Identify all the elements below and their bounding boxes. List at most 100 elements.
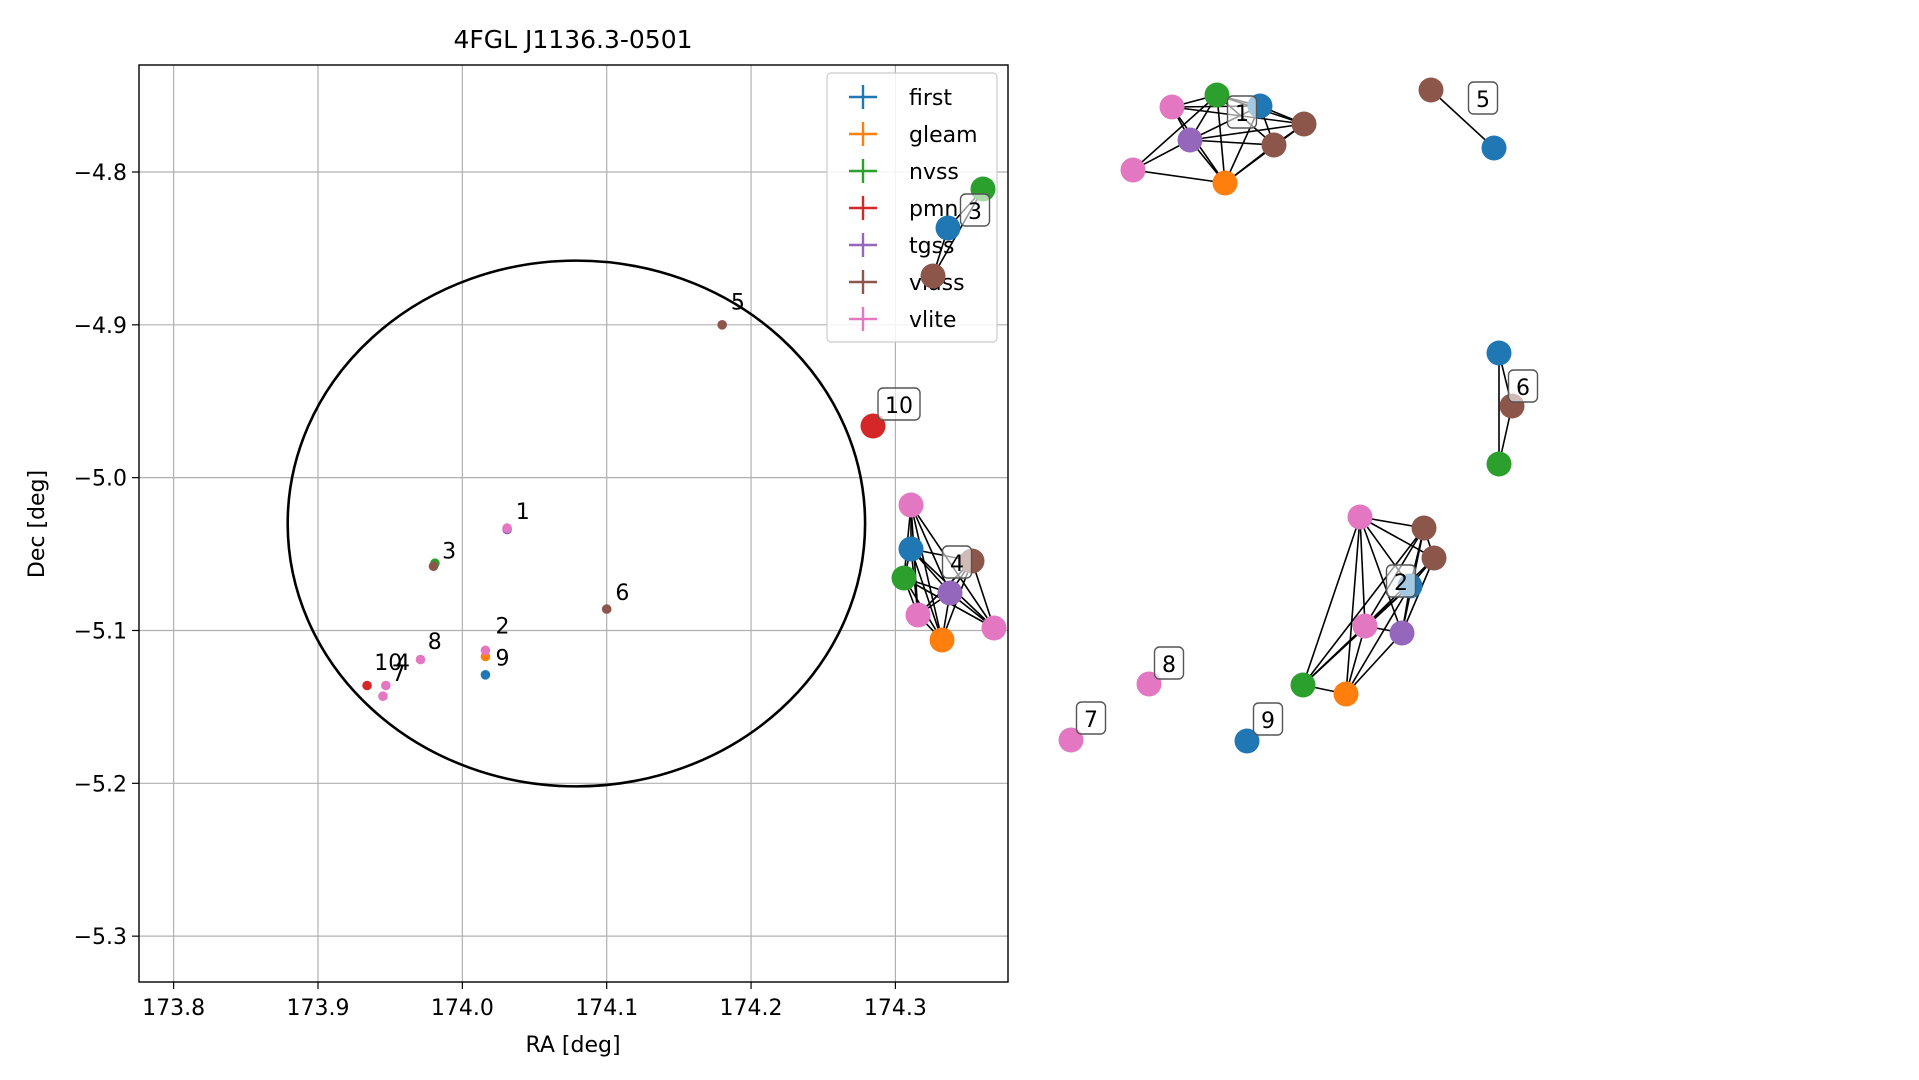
network-edge bbox=[1345, 632, 1403, 695]
point-annotation: 6 bbox=[615, 581, 629, 606]
network-node-vlite bbox=[1347, 504, 1373, 530]
ellipse-layer bbox=[286, 259, 867, 788]
network-node-vlite bbox=[981, 615, 1007, 641]
network-node-tgss bbox=[1177, 127, 1203, 153]
group-label: 1 bbox=[1235, 102, 1249, 127]
network-node-vlite bbox=[1159, 94, 1185, 120]
network-node-first bbox=[935, 215, 961, 241]
y-tick-label: −5.3 bbox=[74, 925, 127, 950]
legend-entry-gleam: gleam bbox=[909, 123, 978, 148]
localization-ellipse bbox=[286, 259, 867, 788]
network-node-first bbox=[1481, 135, 1507, 161]
network-node-vlass bbox=[1421, 545, 1447, 571]
data-point-pmn bbox=[362, 680, 372, 691]
x-tick-label: 173.8 bbox=[142, 996, 205, 1021]
network-edge bbox=[1132, 94, 1218, 171]
points-layer bbox=[362, 320, 727, 702]
network-edge bbox=[910, 504, 943, 641]
group-label: 2 bbox=[1394, 571, 1408, 596]
network-node-nvss bbox=[1486, 451, 1512, 477]
point-annotation: 9 bbox=[496, 647, 510, 672]
network-node-vlite bbox=[898, 492, 924, 518]
network-node-vlite bbox=[1352, 613, 1378, 639]
network-node-vlite bbox=[905, 602, 931, 628]
network-edge bbox=[1359, 516, 1403, 634]
network-edge bbox=[1359, 516, 1435, 559]
x-axis-label: RA [deg] bbox=[525, 1033, 620, 1058]
y-tick-label: −4.8 bbox=[74, 161, 127, 186]
group-label: 9 bbox=[1261, 709, 1275, 734]
network-node-vlass bbox=[1418, 77, 1444, 103]
legend-box bbox=[826, 72, 998, 343]
network-node-tgss bbox=[937, 580, 963, 606]
group-label-box bbox=[1385, 564, 1417, 598]
network-edge bbox=[1345, 516, 1361, 695]
network-edge bbox=[1302, 625, 1366, 686]
network-node-first bbox=[898, 536, 924, 562]
x-tick-label: 174.3 bbox=[864, 996, 927, 1021]
chart-title: 4FGL J1136.3-0501 bbox=[453, 25, 692, 54]
y-axis-label: Dec [deg] bbox=[25, 470, 50, 578]
group-label-box bbox=[1252, 702, 1284, 736]
point-annotation: 10 bbox=[374, 651, 402, 676]
network-edge bbox=[1345, 585, 1411, 695]
data-point-vlite bbox=[480, 645, 491, 656]
point-annotation: 2 bbox=[496, 615, 510, 640]
y-ticks: −4.8 −4.9 −5.0 −5.1 −5.2 −5.3 bbox=[74, 161, 139, 950]
x-tick-label: 174.1 bbox=[575, 996, 638, 1021]
data-point-vlite bbox=[378, 691, 388, 702]
network-node-vlass bbox=[1411, 515, 1437, 541]
network-node-nvss bbox=[891, 565, 917, 591]
network-edge bbox=[1189, 123, 1305, 141]
group-label: 5 bbox=[1476, 88, 1490, 113]
y-tick-label: −5.1 bbox=[74, 619, 127, 644]
y-tick-label: −5.0 bbox=[74, 467, 127, 492]
group-label-box bbox=[959, 193, 991, 227]
group-labels: 1 5 3 6 10 4 2 8 7 9 bbox=[877, 81, 1539, 736]
data-point-vlite bbox=[415, 654, 426, 665]
network-node-gleam bbox=[929, 627, 955, 653]
group-label: 6 bbox=[1516, 376, 1530, 401]
group-label: 7 bbox=[1084, 708, 1098, 733]
network-edge bbox=[910, 548, 943, 641]
network-node-first bbox=[1234, 728, 1260, 754]
legend-entry-first: first bbox=[909, 86, 952, 111]
network-edge bbox=[1430, 89, 1495, 149]
x-tick-label: 174.2 bbox=[720, 996, 783, 1021]
network-edge bbox=[1302, 516, 1361, 686]
network-edge bbox=[1132, 169, 1226, 184]
group-label-box bbox=[1467, 81, 1499, 115]
x-ticks: 173.8 173.9 174.0 174.1 174.2 174.3 bbox=[142, 982, 927, 1021]
point-annotation: 5 bbox=[731, 291, 745, 316]
point-annotation: 7 bbox=[392, 662, 406, 687]
network-edge bbox=[1216, 94, 1226, 184]
x-tick-label: 174.0 bbox=[431, 996, 494, 1021]
network-graph: 1 5 3 6 10 4 2 8 7 9 bbox=[860, 77, 1539, 754]
data-point-first bbox=[480, 670, 491, 680]
network-node-nvss bbox=[1290, 672, 1316, 698]
point-annotation: 3 bbox=[442, 540, 456, 565]
network-edge bbox=[1302, 527, 1425, 686]
point-annotation: 8 bbox=[428, 630, 442, 655]
network-node-gleam bbox=[1212, 170, 1238, 196]
annotations: 1 2 3 4 5 6 78 9 10 bbox=[374, 291, 745, 687]
y-tick-label: −4.9 bbox=[74, 314, 127, 339]
group-label-box bbox=[1153, 646, 1185, 680]
plot-frame bbox=[138, 64, 1009, 983]
x-tick-label: 173.9 bbox=[287, 996, 350, 1021]
legend-entry-vlite: vlite bbox=[909, 308, 956, 333]
point-annotation: 1 bbox=[516, 500, 530, 525]
group-label-box bbox=[1226, 95, 1258, 129]
network-node-vlite bbox=[1120, 157, 1146, 183]
network-node-first bbox=[1486, 340, 1512, 366]
y-tick-label: −5.2 bbox=[74, 772, 127, 797]
group-label: 10 bbox=[885, 394, 913, 419]
network-node-nvss bbox=[1204, 82, 1230, 108]
network-node-vlite bbox=[1058, 727, 1084, 753]
legend: firstgleamnvsspmntgssvlassvlite bbox=[826, 72, 998, 343]
group-label-box bbox=[1507, 369, 1539, 403]
network-node-vlass bbox=[1261, 132, 1287, 158]
group-label-box bbox=[877, 387, 921, 421]
data-point-vlass bbox=[428, 561, 439, 572]
